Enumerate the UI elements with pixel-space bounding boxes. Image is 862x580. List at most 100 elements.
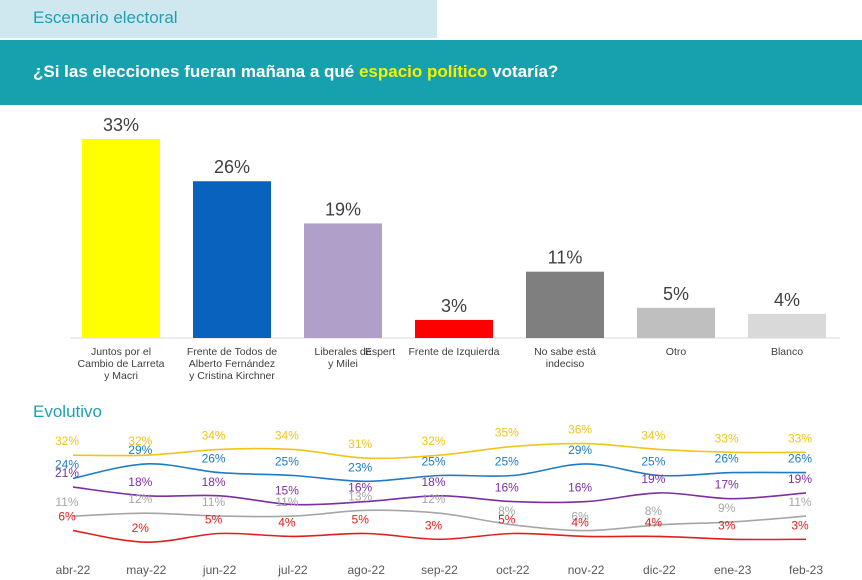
bar-value-label: 5% <box>663 284 689 304</box>
data-label: 6% <box>571 510 589 524</box>
data-label: 36% <box>568 423 592 437</box>
bar-category-label: Cambio de Larreta <box>78 358 165 370</box>
bar-category-label: Juntos por el <box>91 346 151 358</box>
data-label: 26% <box>788 452 812 466</box>
question-pre: ¿Si las elecciones fueran mañana a qué <box>33 62 359 81</box>
data-label: 21% <box>55 466 79 480</box>
series-line <box>72 463 807 483</box>
data-label: 34% <box>202 428 226 442</box>
data-label: 32% <box>421 434 445 448</box>
data-label: 12% <box>128 492 152 506</box>
x-tick-label: nov-22 <box>568 563 605 577</box>
bar-category-label: Otro <box>666 346 687 358</box>
data-label: 26% <box>202 452 226 466</box>
series-line <box>72 509 807 532</box>
data-label: 5% <box>498 513 516 527</box>
series-line <box>72 442 807 460</box>
x-tick-label: abr-22 <box>56 563 91 577</box>
data-label: 15% <box>275 484 299 498</box>
bar-category-label: y Milei <box>328 358 358 370</box>
data-label: 24% <box>55 457 79 471</box>
x-tick-label: ene-23 <box>714 563 752 577</box>
data-label: 3% <box>791 518 809 532</box>
data-label: 25% <box>641 455 665 469</box>
data-label: 25% <box>275 455 299 469</box>
x-tick-label: dic-22 <box>643 563 676 577</box>
bar <box>193 181 271 338</box>
data-label: 32% <box>55 434 79 448</box>
data-label: 25% <box>495 455 519 469</box>
data-label: 33% <box>715 431 739 445</box>
data-label: 31% <box>348 437 372 451</box>
bar-category-label: Blanco <box>771 346 803 358</box>
question-title: ¿Si las elecciones fueran mañana a qué e… <box>33 62 558 82</box>
question-band <box>0 40 862 105</box>
bar-category-label: Frente de Todos de <box>187 346 277 358</box>
data-label: 32% <box>128 434 152 448</box>
bar-value-label: 19% <box>325 199 361 219</box>
bar <box>748 313 826 338</box>
section-header-strip <box>0 0 437 38</box>
data-label: 18% <box>202 475 226 489</box>
data-label: 19% <box>788 472 812 486</box>
question-post: votaría? <box>487 62 559 81</box>
data-label: 3% <box>425 518 443 532</box>
data-label: 11% <box>55 495 78 509</box>
data-label: 18% <box>421 475 445 489</box>
bar <box>526 271 604 338</box>
data-label: 16% <box>495 481 519 495</box>
data-label: 11% <box>202 495 225 509</box>
x-tick-label: ago-22 <box>348 563 386 577</box>
bar <box>637 307 715 338</box>
bar <box>415 319 493 338</box>
bar-category-label: y Macri <box>104 370 138 382</box>
bar-category-label: Liberales de <box>314 346 371 358</box>
x-tick-label: feb-23 <box>789 563 823 577</box>
bar <box>304 223 382 338</box>
x-tick-label: may-22 <box>126 563 166 577</box>
bar <box>82 139 160 338</box>
data-label: 4% <box>571 515 589 529</box>
bar-category-label: Alberto Fernández <box>189 358 275 370</box>
x-tick-label: jul-22 <box>277 563 308 577</box>
section-title: Escenario electoral <box>33 8 178 27</box>
data-label: 12% <box>421 492 445 506</box>
question-highlight: espacio político <box>358 62 488 81</box>
data-label: 8% <box>498 504 516 518</box>
data-label: 26% <box>715 452 739 466</box>
evolution-title: Evolutivo <box>33 402 102 421</box>
data-label: 35% <box>495 426 519 440</box>
data-label: 3% <box>718 518 736 532</box>
data-label: 13% <box>348 489 372 503</box>
data-label: 16% <box>568 481 592 495</box>
x-tick-label: jun-22 <box>202 563 237 577</box>
data-label: 11% <box>788 495 811 509</box>
data-label: 33% <box>788 431 812 445</box>
data-label: 11% <box>275 495 298 509</box>
data-label: 23% <box>348 460 372 474</box>
data-label: 5% <box>205 513 223 527</box>
bar-value-label: 26% <box>214 157 250 177</box>
bar-category-label: Frente de Izquierda <box>408 346 499 358</box>
x-tick-label: oct-22 <box>496 563 530 577</box>
data-label: 29% <box>568 443 592 457</box>
data-label: 9% <box>718 501 736 515</box>
data-label: 34% <box>641 428 665 442</box>
data-label: 2% <box>132 521 150 535</box>
data-label: 8% <box>645 504 663 518</box>
data-label: 4% <box>645 515 663 529</box>
data-label: 18% <box>128 475 152 489</box>
bar-category-label: indeciso <box>546 358 585 370</box>
series-line <box>72 486 807 506</box>
data-label: 19% <box>641 472 665 486</box>
data-label: 16% <box>348 481 372 495</box>
bar-category-label: y Cristina Kirchner <box>189 370 275 382</box>
data-label: 17% <box>715 478 739 492</box>
bar-value-label: 3% <box>441 296 467 316</box>
bar-category-label-extra: Espert <box>365 346 395 358</box>
bar-value-label: 4% <box>774 290 800 310</box>
bar-value-label: 11% <box>548 248 583 268</box>
series-line <box>72 529 807 544</box>
data-label: 4% <box>278 515 296 529</box>
